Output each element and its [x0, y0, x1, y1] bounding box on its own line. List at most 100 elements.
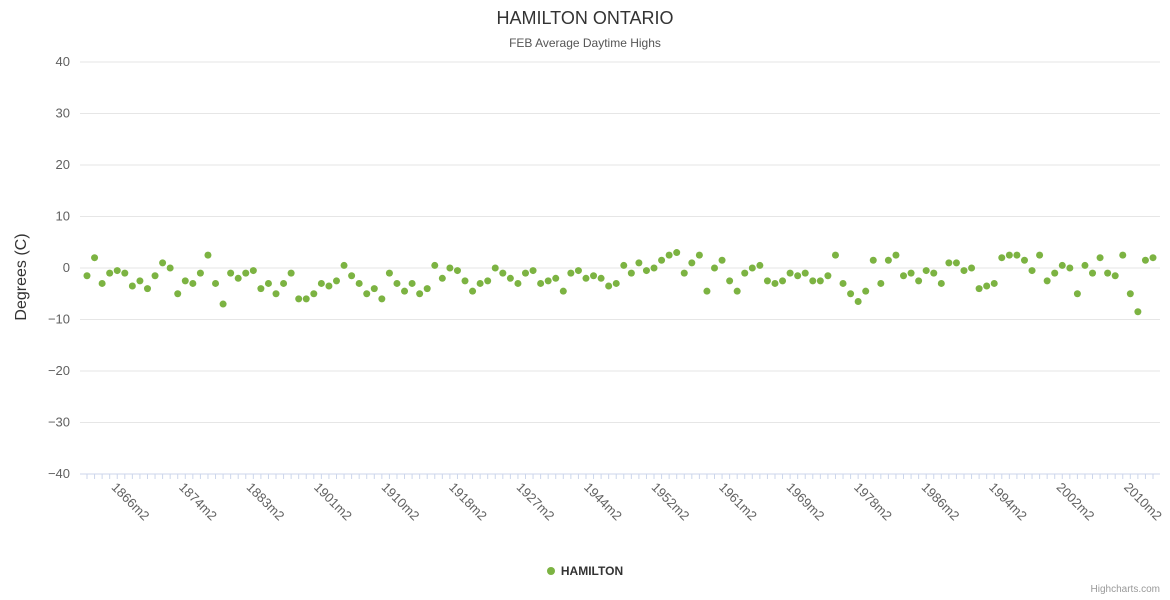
data-point[interactable] — [461, 277, 469, 285]
data-point[interactable] — [1149, 254, 1157, 262]
data-point[interactable] — [620, 261, 628, 269]
data-point[interactable] — [189, 279, 197, 287]
data-point[interactable] — [181, 277, 189, 285]
data-point[interactable] — [688, 259, 696, 267]
data-point[interactable] — [567, 269, 575, 277]
data-point[interactable] — [393, 279, 401, 287]
data-point[interactable] — [385, 269, 393, 277]
data-point[interactable] — [1058, 261, 1066, 269]
data-point[interactable] — [416, 290, 424, 298]
data-point[interactable] — [900, 272, 908, 280]
data-point[interactable] — [998, 254, 1006, 262]
data-point[interactable] — [763, 277, 771, 285]
data-point[interactable] — [756, 261, 764, 269]
data-point[interactable] — [325, 282, 333, 290]
data-point[interactable] — [1036, 251, 1044, 259]
data-point[interactable] — [733, 287, 741, 295]
data-point[interactable] — [748, 264, 756, 272]
data-point[interactable] — [786, 269, 794, 277]
data-point[interactable] — [219, 300, 227, 308]
data-point[interactable] — [794, 272, 802, 280]
data-point[interactable] — [582, 274, 590, 282]
data-point[interactable] — [892, 251, 900, 259]
data-point[interactable] — [499, 269, 507, 277]
data-point[interactable] — [1051, 269, 1059, 277]
data-point[interactable] — [423, 285, 431, 293]
data-point[interactable] — [612, 279, 620, 287]
data-point[interactable] — [816, 277, 824, 285]
data-point[interactable] — [1119, 251, 1127, 259]
data-point[interactable] — [673, 249, 681, 257]
data-point[interactable] — [884, 256, 892, 264]
data-point[interactable] — [1020, 256, 1028, 264]
data-point[interactable] — [726, 277, 734, 285]
data-point[interactable] — [491, 264, 499, 272]
data-point[interactable] — [242, 269, 250, 277]
data-point[interactable] — [945, 259, 953, 267]
data-point[interactable] — [287, 269, 295, 277]
data-point[interactable] — [824, 272, 832, 280]
data-point[interactable] — [968, 264, 976, 272]
data-point[interactable] — [174, 290, 182, 298]
data-point[interactable] — [98, 279, 106, 287]
data-point[interactable] — [506, 274, 514, 282]
data-point[interactable] — [642, 267, 650, 275]
data-point[interactable] — [128, 282, 136, 290]
data-point[interactable] — [665, 251, 673, 259]
data-point[interactable] — [1126, 290, 1134, 298]
data-point[interactable] — [1081, 261, 1089, 269]
data-point[interactable] — [711, 264, 719, 272]
data-point[interactable] — [348, 272, 356, 280]
data-point[interactable] — [83, 272, 91, 280]
data-point[interactable] — [1073, 290, 1081, 298]
data-point[interactable] — [453, 267, 461, 275]
data-point[interactable] — [718, 256, 726, 264]
data-point[interactable] — [854, 297, 862, 305]
data-point[interactable] — [658, 256, 666, 264]
data-point[interactable] — [280, 279, 288, 287]
data-point[interactable] — [877, 279, 885, 287]
data-point[interactable] — [907, 269, 915, 277]
data-point[interactable] — [106, 269, 114, 277]
data-point[interactable] — [1089, 269, 1097, 277]
highcharts-credits-link[interactable]: Highcharts.com — [1090, 584, 1160, 595]
data-point[interactable] — [476, 279, 484, 287]
data-point[interactable] — [302, 295, 310, 303]
data-point[interactable] — [151, 272, 159, 280]
data-point[interactable] — [960, 267, 968, 275]
data-point[interactable] — [839, 279, 847, 287]
data-point[interactable] — [650, 264, 658, 272]
data-point[interactable] — [801, 269, 809, 277]
data-point[interactable] — [1104, 269, 1112, 277]
data-point[interactable] — [1005, 251, 1013, 259]
data-point[interactable] — [196, 269, 204, 277]
data-point[interactable] — [91, 254, 99, 262]
data-point[interactable] — [143, 285, 151, 293]
data-point[interactable] — [635, 259, 643, 267]
data-point[interactable] — [121, 269, 129, 277]
data-point[interactable] — [521, 269, 529, 277]
data-point[interactable] — [930, 269, 938, 277]
data-point[interactable] — [264, 279, 272, 287]
data-point[interactable] — [166, 264, 174, 272]
data-point[interactable] — [559, 287, 567, 295]
data-point[interactable] — [212, 279, 220, 287]
data-point[interactable] — [355, 279, 363, 287]
data-point[interactable] — [1013, 251, 1021, 259]
data-point[interactable] — [574, 267, 582, 275]
data-point[interactable] — [937, 279, 945, 287]
data-point[interactable] — [204, 251, 212, 259]
data-point[interactable] — [113, 267, 121, 275]
data-point[interactable] — [922, 267, 930, 275]
data-point[interactable] — [680, 269, 688, 277]
data-point[interactable] — [544, 277, 552, 285]
data-point[interactable] — [741, 269, 749, 277]
data-point[interactable] — [257, 285, 265, 293]
data-point[interactable] — [1066, 264, 1074, 272]
data-point[interactable] — [317, 279, 325, 287]
data-point[interactable] — [1028, 267, 1036, 275]
data-point[interactable] — [952, 259, 960, 267]
data-point[interactable] — [340, 261, 348, 269]
data-point[interactable] — [446, 264, 454, 272]
data-point[interactable] — [370, 285, 378, 293]
